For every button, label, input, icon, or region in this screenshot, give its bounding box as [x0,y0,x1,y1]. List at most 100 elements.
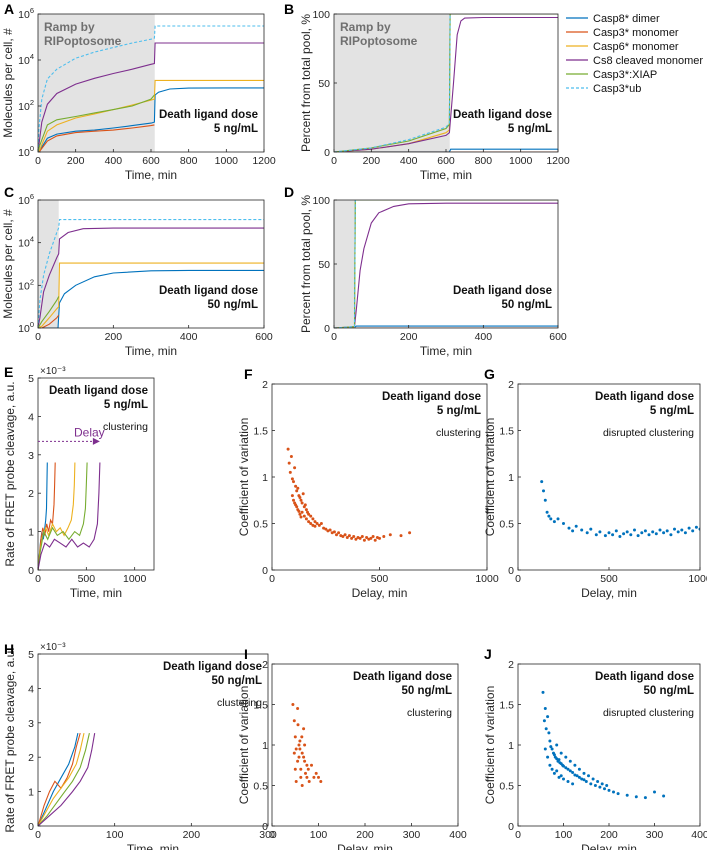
scatter-point [306,767,310,771]
dose-annotation: 50 ng/mL [402,685,452,697]
scatter-point [332,530,336,534]
x-tick-label: 400 [105,155,123,167]
x-tick-label: 0 [35,573,41,585]
scatter-point [543,747,547,751]
scatter-point [680,528,684,532]
x-tick-label: 600 [142,155,160,167]
panel-a: 0 200 400 600 800 1000 1200 100 102 104 106 Time, m… [1,1,276,182]
scatter-point [298,496,302,499]
y-tick-label: 0 [28,565,34,577]
y-tick-label: 50 [318,78,330,90]
scatter-point [549,745,553,749]
x-tick-label: 1000 [475,573,499,585]
scatter-point [292,751,296,755]
series-line-cs8-cleaved [38,462,101,570]
scatter-point [287,461,291,465]
panel-letter: E [4,364,13,380]
x-tick-label: 200 [67,155,85,167]
x-tick-label: 0 [35,155,41,167]
x-tick-label: 600 [437,155,455,167]
plot-area [540,480,700,538]
y-tick-label: 1 [508,740,514,752]
scatter-point [292,498,295,502]
series-line-casp6-monomer [38,262,264,328]
y-tick-label: 0.5 [253,519,268,531]
y-tick-label: 106 [18,192,34,207]
scatter-point [547,514,551,518]
scatter-point [290,477,294,481]
y-tick-label: 106 [18,6,34,21]
x-tick-label: 100 [310,829,328,841]
y-axis-label: Coefficient of variation [237,418,251,537]
plot-area [38,219,264,328]
ramp-label: Ramp by [340,20,391,34]
scatter-point [362,538,366,542]
y-tick-label: 0 [508,821,514,833]
y-tick-label: 104 [18,52,34,67]
panel-letter: H [4,641,14,657]
series-line-casp3-ub [38,219,264,328]
scatter-point [540,480,544,484]
y-tick-label: 5 [28,649,34,661]
y-tick-label: 2 [28,752,34,764]
scatter-point [573,763,577,767]
scatter-point [371,535,375,538]
y-tick-label: 0 [28,821,34,833]
x-axis-label: Time, min [125,168,177,182]
y-tick-label: 102 [18,98,34,113]
y-tick-label: 2 [262,659,268,671]
axis-exponent: ×10⁻³ [40,366,66,377]
series-line-cs8-cleaved [334,202,558,328]
scatter-point [653,790,656,794]
scatter-point [358,536,362,540]
dose-annotation: 50 ng/mL [644,685,694,697]
x-tick-label: 400 [400,155,418,167]
series-line-casp8-dimer [38,87,264,152]
legend-label: Casp3* monomer [593,27,679,39]
legend-label: Casp3*:XIAP [593,69,657,81]
panel-b: 0 200 400 600 800 1000 1200 0 50 100 Time, min Perc… [284,1,570,182]
dose-annotation: 50 ng/mL [208,299,258,311]
dose-annotation: 5 ng/mL [508,123,552,135]
scatter-point [662,531,666,535]
panel-g: 0 500 1000 0 0.5 1 1.5 2 Delay, min Coefficient o… [483,366,707,600]
scatter-point [296,486,300,490]
y-tick-label: 1.5 [499,426,514,438]
y-tick-label: 1.5 [253,700,268,712]
scatter-point [345,536,349,539]
y-tick-label: 1 [508,472,514,484]
x-tick-label: 600 [549,331,567,343]
x-tick-label: 200 [356,829,374,841]
series-line-casp8-dimer [38,732,79,826]
x-tick-label: 100 [555,829,573,841]
scatter-point [643,796,647,800]
plot-area [286,447,412,542]
x-tick-label: 1000 [123,573,147,585]
scatter-point [300,501,304,505]
scatter-point [296,723,300,727]
plot-area [38,732,96,826]
scatter-point [293,466,297,470]
y-tick-label: 0.5 [253,781,268,793]
scatter-point [662,794,666,798]
scatter-point [292,719,296,723]
y-tick-label: 3 [28,718,34,730]
scatter-point [369,536,373,540]
y-axis-label: Rate of FRET probe cleavage, a.u. [3,381,17,566]
scatter-point [568,759,572,763]
scatter-point [580,777,584,781]
x-tick-label: 800 [475,155,493,167]
series-line-cs8-cleaved [38,227,264,328]
scatter-point [614,529,618,533]
legend-label: Casp6* monomer [593,41,679,53]
scatter-point [658,528,662,532]
x-tick-label: 300 [403,829,421,841]
scatter-point [313,520,317,524]
scatter-point [302,514,306,518]
series-line-casp3-xiap [38,296,60,328]
y-axis-label: Molecules per cell, # [1,28,15,138]
scatter-point [669,533,673,537]
y-tick-label: 0 [508,565,514,577]
scatter-point [582,771,586,775]
